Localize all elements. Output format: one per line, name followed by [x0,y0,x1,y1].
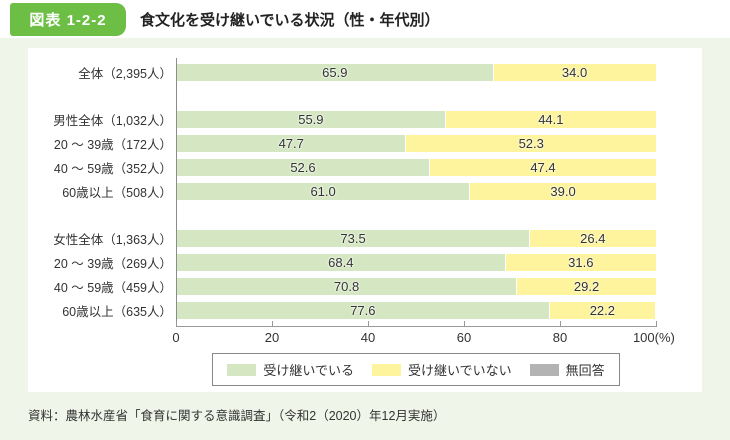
bar-value-label: 77.6 [350,303,376,318]
legend-wrap: 受け継いでいる 受け継いでいない 無回答 [176,353,656,386]
bar-value-label: 61.0 [310,184,336,199]
legend-item: 受け継いでいない [371,360,512,379]
bar-segment-not-inherited: 52.3 [405,135,656,152]
category-label: 20 ～ 39歳（172人） [53,138,172,152]
chart-row: 男性全体（1,032人） 55.9 44.1 [28,111,702,128]
x-axis-tick-label: 100(%) [632,330,675,345]
legend-label: 受け継いでいる [263,363,354,378]
chart-row: 60歳以上（508人） 61.0 39.0 [28,183,702,200]
bar-segment-not-inherited: 26.4 [529,230,656,247]
chart-row: 20 ～ 39歳（172人） 47.7 52.3 [28,135,702,152]
category-label: 男性全体（1,032人） [53,114,172,128]
legend-label: 受け継いでいない [407,363,512,378]
chart-panel: 全体（2,395人） 65.9 34.0 男性全体（1,032人） 55.9 44.1 20… [0,38,730,440]
chart-title: 食文化を受け継いでいる状況（性・年代別） [140,11,440,29]
figure-number-badge: 図表 1-2-2 [10,2,126,36]
chart-rows: 全体（2,395人） 65.9 34.0 男性全体（1,032人） 55.9 44.1 20… [28,64,702,319]
category-label: 60歳以上（508人） [62,186,172,200]
bar-segment-inherited: 47.7 [177,135,406,152]
legend-label: 無回答 [565,363,605,378]
bar-segment-inherited: 61.0 [177,183,470,200]
bar-value-label: 39.0 [550,184,576,199]
x-axis-tick [272,321,273,327]
chart-row: 女性全体（1,363人） 73.5 26.4 [28,230,702,247]
chart-row: 全体（2,395人） 65.9 34.0 [28,64,702,81]
bar-value-label: 55.9 [298,112,324,127]
category-label: 20 ～ 39歳（269人） [53,257,172,271]
x-axis-tick [368,321,369,327]
y-axis-line [176,58,177,326]
legend-swatch [529,363,559,376]
bar-segment-not-inherited: 29.2 [516,278,656,295]
chart-row: 20 ～ 39歳（269人） 68.4 31.6 [28,254,702,271]
bar-segment-not-inherited: 22.2 [548,302,656,319]
chart-area: 全体（2,395人） 65.9 34.0 男性全体（1,032人） 55.9 44.1 20… [28,48,702,386]
bar-segment-not-inherited: 31.6 [504,254,656,271]
chart-row: 40 ～ 59歳（352人） 52.6 47.4 [28,159,702,176]
bar-value-label: 47.4 [530,160,556,175]
legend-swatch [227,363,257,376]
bar-value-label: 52.6 [290,160,316,175]
bar-value-label: 44.1 [538,112,564,127]
bar-segment-not-inherited: 44.1 [444,111,656,128]
x-axis-tick [176,321,177,327]
bar-value-label: 29.2 [573,279,600,294]
bar-value-label: 68.4 [328,255,354,270]
x-axis-tick-label: 20 [264,330,280,345]
category-label: 全体（2,395人） [78,67,172,81]
bar-value-label: 34.0 [561,65,588,80]
bar-segment-inherited: 55.9 [177,111,445,128]
bar-value-label: 26.4 [580,231,606,246]
bar-value-label: 65.9 [322,65,348,80]
chart-row: 60歳以上（635人） 77.6 22.2 [28,302,702,319]
bar-segment-not-inherited: 39.0 [469,183,656,200]
bar-track: 52.6 47.4 [177,159,656,176]
bar-segment-inherited: 52.6 [177,159,429,176]
bar-track: 47.7 52.3 [177,135,656,152]
bar-value-label: 73.5 [340,231,366,246]
bar-segment-inherited: 65.9 [177,64,493,81]
source-note: 資料：農林水産省「食育に関する意識調査」（令和2（2020）年12月実施） [28,409,446,423]
bar-track: 77.6 22.2 [177,302,656,319]
bar-segment-inherited: 73.5 [177,230,530,247]
chart-card: 全体（2,395人） 65.9 34.0 男性全体（1,032人） 55.9 44.1 20… [28,48,702,392]
x-axis-tick [464,321,465,327]
bar-segment-not-inherited: 47.4 [428,159,656,176]
bar-value-label: 47.7 [278,136,304,151]
header: 図表 1-2-2 食文化を受け継いでいる状況（性・年代別） [0,0,730,38]
bar-segment-inherited: 68.4 [177,254,505,271]
x-axis-tick-label: 60 [456,330,472,345]
bar-track: 61.0 39.0 [177,183,656,200]
bar-track: 70.8 29.2 [177,278,656,295]
x-axis-tick-label: 80 [552,330,568,345]
chart-row: 40 ～ 59歳（459人） 70.8 29.2 [28,278,702,295]
x-axis-tick-label: 40 [360,330,376,345]
bar-track: 65.9 34.0 [177,64,656,81]
x-axis-tick [656,321,657,327]
bar-value-label: 52.3 [518,136,544,151]
legend-item: 受け継いでいる [227,360,354,379]
category-label: 40 ～ 59歳（459人） [53,281,172,295]
bar-track: 68.4 31.6 [177,254,656,271]
x-axis-line [176,321,657,327]
legend-item: 無回答 [529,360,605,379]
bar-segment-inherited: 77.6 [177,302,549,319]
category-label: 60歳以上（635人） [62,305,172,319]
bar-track: 55.9 44.1 [177,111,656,128]
legend: 受け継いでいる 受け継いでいない 無回答 [212,353,620,386]
bar-track: 73.5 26.4 [177,230,656,247]
category-label: 女性全体（1,363人） [53,233,172,247]
bar-value-label: 70.8 [333,279,360,294]
legend-swatch [371,363,401,376]
bar-value-label: 22.2 [589,303,616,318]
bar-segment-inherited: 70.8 [177,278,517,295]
x-axis-labels: 0 20 40 60 80 100(%) [172,327,674,347]
bar-value-label: 31.6 [568,255,594,270]
category-label: 40 ～ 59歳（352人） [53,162,172,176]
x-axis-tick-label: 0 [172,330,180,345]
bar-segment-not-inherited: 34.0 [492,64,656,81]
x-axis-tick [560,321,561,327]
